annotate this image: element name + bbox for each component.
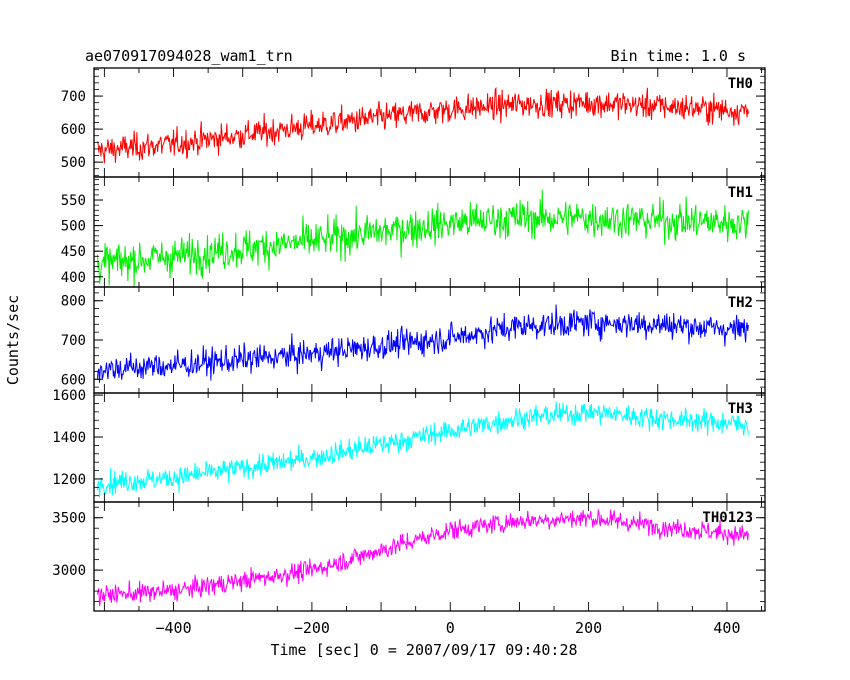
y-tick-label: 800 [61,294,86,310]
y-tick-label: 3500 [52,511,86,527]
series-label-th3: TH3 [728,401,753,417]
panel-frame-th0 [93,67,766,178]
series-line-th3 [96,401,749,498]
panel-frame-th0123 [93,501,766,612]
x-tick-label: 400 [713,619,740,637]
x-tick-label: −200 [294,619,330,637]
x-axis-label: Time [sec] 0 = 2007/09/17 09:40:28 [270,641,577,659]
series-line-th0123 [96,509,749,606]
chart-title: ae070917094028_wam1_trn [85,47,293,65]
y-tick-label: 1400 [52,430,86,446]
series-label-th0: TH0 [728,76,753,92]
series-line-th1 [96,189,749,288]
y-tick-label: 500 [61,219,86,235]
series-label-th2: TH2 [728,295,753,311]
y-tick-label: 450 [61,244,86,260]
series-label-th1: TH1 [728,185,753,201]
y-tick-label: 1200 [52,472,86,488]
y-tick-label: 3000 [52,563,86,579]
y-tick-label: 600 [61,122,86,138]
y-tick-label: 1600 [52,388,86,404]
series-label-th0123: TH0123 [702,510,753,526]
series-line-th2 [96,304,749,383]
y-tick-label: 400 [61,270,86,286]
bin-time-label: Bin time: 1.0 s [611,47,746,65]
y-tick-label: 700 [61,89,86,105]
panels-group: 500 600 700 TH0 400 450 500 550 TH1 600 700 800 TH2 1… [52,67,766,637]
y-tick-label: 500 [61,155,86,171]
x-tick-label: 200 [575,619,602,637]
x-tick-label: 0 [446,619,455,637]
y-axis-label: Counts/sec [4,295,22,385]
series-line-th0 [96,86,749,164]
x-tick-label: −400 [155,619,191,637]
y-tick-label: 550 [61,193,86,209]
panel-frame-th3 [93,392,766,503]
y-tick-label: 600 [61,372,86,388]
y-tick-label: 700 [61,333,86,349]
